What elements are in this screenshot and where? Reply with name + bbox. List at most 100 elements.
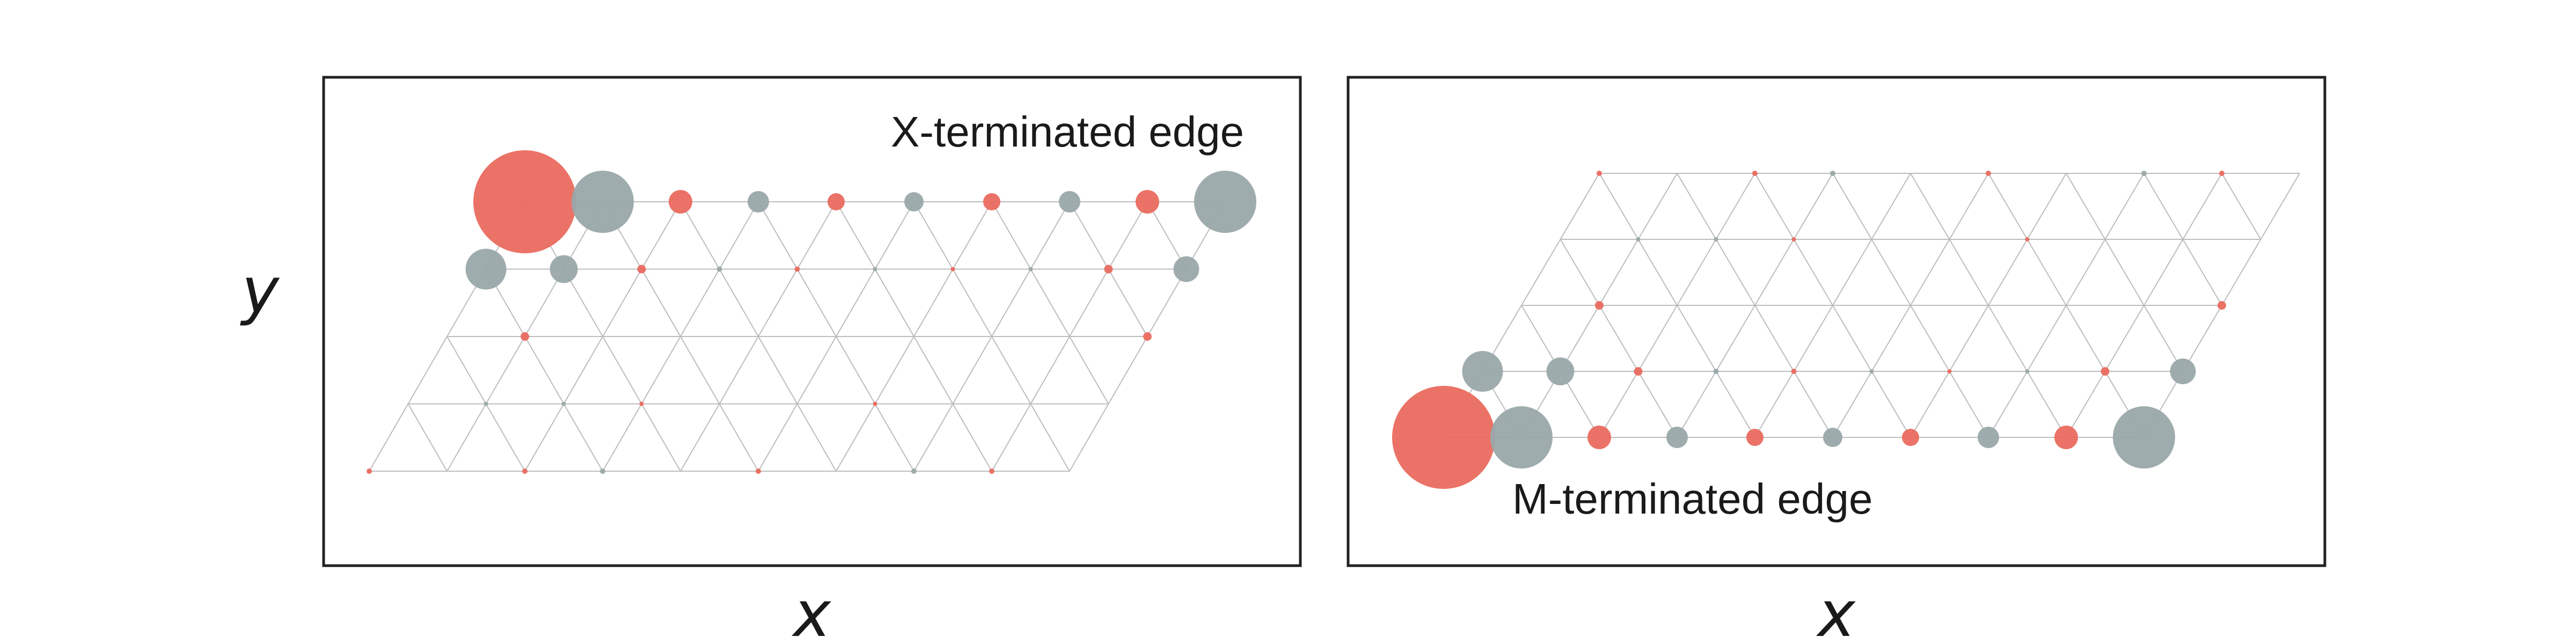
lattice-bond [1949, 305, 1989, 372]
gray-site [561, 401, 566, 406]
lattice-bond [1637, 371, 1678, 438]
lattice-bond [1599, 173, 1639, 240]
lattice-bond [836, 336, 876, 405]
lattice-bond [524, 336, 565, 405]
lattice-bond [952, 403, 992, 472]
gray-site [1636, 237, 1641, 241]
lattice-bond [719, 403, 759, 472]
lattice-bond [719, 268, 759, 337]
lattice-bond [1108, 268, 1148, 337]
red-site [367, 469, 372, 474]
lattice-bond [1030, 201, 1070, 270]
lattice-bond [1599, 371, 1639, 438]
lattice-bond [447, 403, 487, 472]
lattice-bond [1910, 173, 1950, 240]
red-site [2219, 171, 2224, 176]
lattice-bond [952, 336, 992, 405]
lattice-bond [1560, 239, 1600, 306]
lattice-bond [1108, 336, 1148, 405]
lattice-bond [758, 201, 798, 270]
lattice-bond [641, 336, 681, 405]
red-site [1746, 429, 1763, 446]
lattice-bond [641, 403, 681, 472]
lattice-bond [1715, 239, 1755, 306]
lattice-bond [758, 268, 798, 337]
lattice-bond [874, 403, 914, 472]
gray-site [1028, 267, 1033, 272]
lattice-bond [680, 268, 720, 337]
lattice-bond [2104, 305, 2145, 372]
lattice-bond [369, 403, 409, 472]
right-edge-label: M-terminated edge [1512, 475, 1872, 523]
right-lattice [1443, 173, 2300, 438]
lattice-bond [563, 336, 603, 405]
lattice-bond [1910, 305, 1950, 372]
lattice-bond [1147, 268, 1187, 337]
red-site [669, 190, 692, 214]
lattice-bond [1832, 305, 1872, 372]
red-site [1392, 386, 1495, 489]
lattice-bond [680, 403, 720, 472]
gray-site [1978, 427, 1999, 448]
gray-site [1173, 256, 1199, 282]
lattice-bond [1832, 173, 1872, 240]
gray-site [1666, 427, 1688, 448]
lattice-bond [1030, 268, 1070, 337]
lattice-bond [1793, 371, 1833, 438]
lattice-bond [1560, 173, 1600, 240]
lattice-bond [602, 336, 642, 405]
red-site [756, 469, 761, 474]
red-site [1634, 367, 1643, 376]
lattice-bond [1108, 201, 1148, 270]
gray-site [873, 267, 877, 272]
lattice-bond [1754, 239, 1795, 306]
red-site [522, 469, 528, 474]
lattice-bond [485, 403, 525, 472]
red-site [1902, 429, 1919, 446]
lattice-bond [1793, 305, 1833, 372]
lattice-bond [1832, 371, 1872, 438]
lattice-bond [874, 268, 914, 337]
gray-site [716, 266, 722, 272]
gray-site [2170, 358, 2196, 384]
lattice-bond [1069, 201, 1109, 270]
red-site [873, 401, 877, 406]
lattice-bond [485, 336, 525, 405]
lattice-bond [991, 268, 1031, 337]
lattice-bond [2221, 239, 2262, 306]
lattice-bond [796, 268, 837, 337]
red-site [2101, 367, 2110, 376]
lattice-bond [1988, 371, 2028, 438]
lattice-bond [1754, 371, 1795, 438]
lattice-bond [913, 268, 954, 337]
lattice-bond [1871, 173, 1911, 240]
gray-site [911, 469, 917, 474]
left-panel: X-terminated edge [322, 76, 1302, 567]
red-site [1595, 301, 1604, 310]
lattice-bond [1949, 371, 1989, 438]
lattice-bond [1988, 173, 2028, 240]
lattice-bond [2182, 173, 2222, 240]
lattice-bond [1715, 305, 1755, 372]
red-site [639, 401, 644, 406]
lattice-bond [2104, 239, 2145, 306]
lattice-bond [1030, 336, 1070, 405]
lattice-bond [2182, 239, 2222, 306]
lattice-bond [1910, 239, 1950, 306]
lattice-bond [2026, 173, 2067, 240]
red-site [1143, 332, 1152, 341]
lattice-bond [602, 268, 642, 337]
lattice-bond [407, 403, 448, 472]
lattice-bond [1871, 305, 1911, 372]
lattice-bond [641, 201, 681, 270]
lattice-bond [1871, 371, 1911, 438]
red-site [1104, 265, 1113, 274]
lattice-bond [1677, 239, 1717, 306]
left-lattice [369, 201, 1226, 472]
lattice-bond [874, 336, 914, 405]
lattice-bond [2143, 173, 2184, 240]
lattice-bond [1949, 173, 1989, 240]
gray-site [1194, 171, 1256, 233]
gray-site [748, 191, 769, 213]
